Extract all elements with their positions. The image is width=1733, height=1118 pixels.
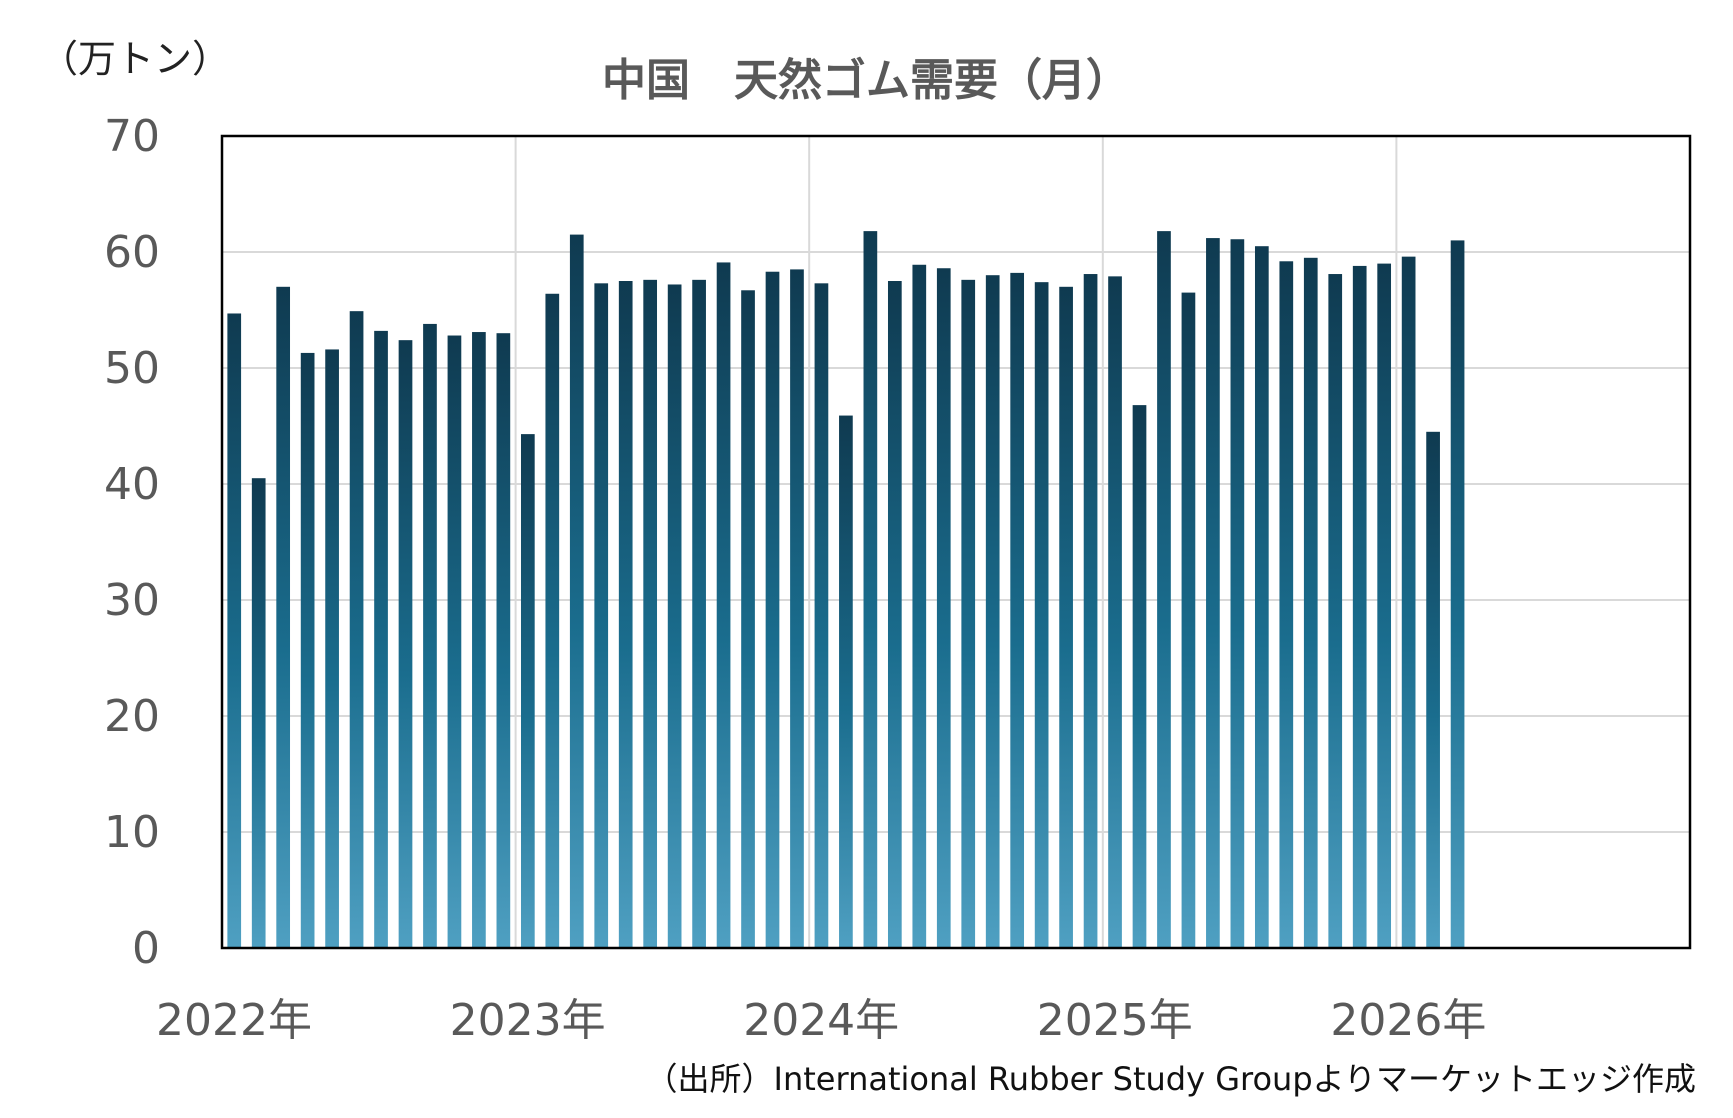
bar [1132,405,1147,948]
bar [300,352,315,948]
bar [1034,282,1049,948]
bar [1083,274,1098,948]
bars [227,231,1465,949]
source-note: （出所）International Rubber Study Groupよりマー… [646,1060,1696,1098]
bar [251,478,266,948]
bar [863,231,878,948]
bar [936,268,951,948]
bar [1279,261,1294,948]
bar [1352,265,1367,948]
x-tick-label: 2026年 [1330,995,1486,1046]
bar [765,271,780,949]
y-tick-label: 60 [104,227,160,278]
bar [618,281,633,948]
bar [643,279,658,949]
bar [985,275,1000,948]
bar [398,340,413,948]
bar [447,335,462,948]
bar [594,283,609,948]
gridlines [222,136,1690,948]
y-axis-ticks: 0 10 20 30 40 50 60 70 [104,111,160,974]
bar [814,283,829,948]
bar [1303,257,1318,948]
bar [1254,246,1269,948]
bar [1426,431,1440,948]
y-tick-label: 30 [104,575,160,626]
bar [716,262,731,948]
bar [741,290,755,948]
bar [912,264,927,948]
bar [1328,274,1343,948]
y-tick-label: 70 [104,111,160,162]
bar [276,286,291,948]
y-tick-label: 50 [104,343,160,394]
bar [1010,272,1025,948]
bar [887,281,902,948]
bar [667,284,682,949]
bar [569,234,584,949]
bar [692,279,706,949]
bar [423,323,437,948]
y-tick-label: 0 [132,923,160,974]
bar [1181,292,1196,949]
bar [790,269,804,948]
bar [227,313,242,949]
chart-title: 中国 天然ゴム需要（月） [602,55,1130,106]
bar [839,415,853,948]
bar [520,434,535,948]
bar [1377,263,1392,949]
x-tick-label: 2022年 [156,995,312,1046]
y-tick-label: 40 [104,459,160,510]
bar [374,330,388,948]
y-tick-label: 20 [104,691,160,742]
y-tick-label: 10 [104,807,160,858]
plot-frame [220,134,1692,950]
bar [349,311,364,948]
bar [1108,276,1122,948]
bar [1206,238,1220,948]
bar [472,332,486,948]
bar [496,333,511,948]
bar [1230,239,1245,949]
bar [1157,231,1171,948]
bar [961,279,976,949]
bar [545,293,560,948]
x-tick-label: 2025年 [1037,995,1193,1046]
x-axis-ticks: 2022年 2023年 2024年 2025年 2026年 [156,995,1486,1046]
x-tick-label: 2024年 [743,995,899,1046]
y-axis-unit-label: （万トン） [40,37,230,81]
x-tick-label: 2023年 [450,995,606,1046]
bar [325,349,339,948]
bar [1059,286,1073,948]
bar [1401,256,1416,948]
bar [1450,240,1465,948]
